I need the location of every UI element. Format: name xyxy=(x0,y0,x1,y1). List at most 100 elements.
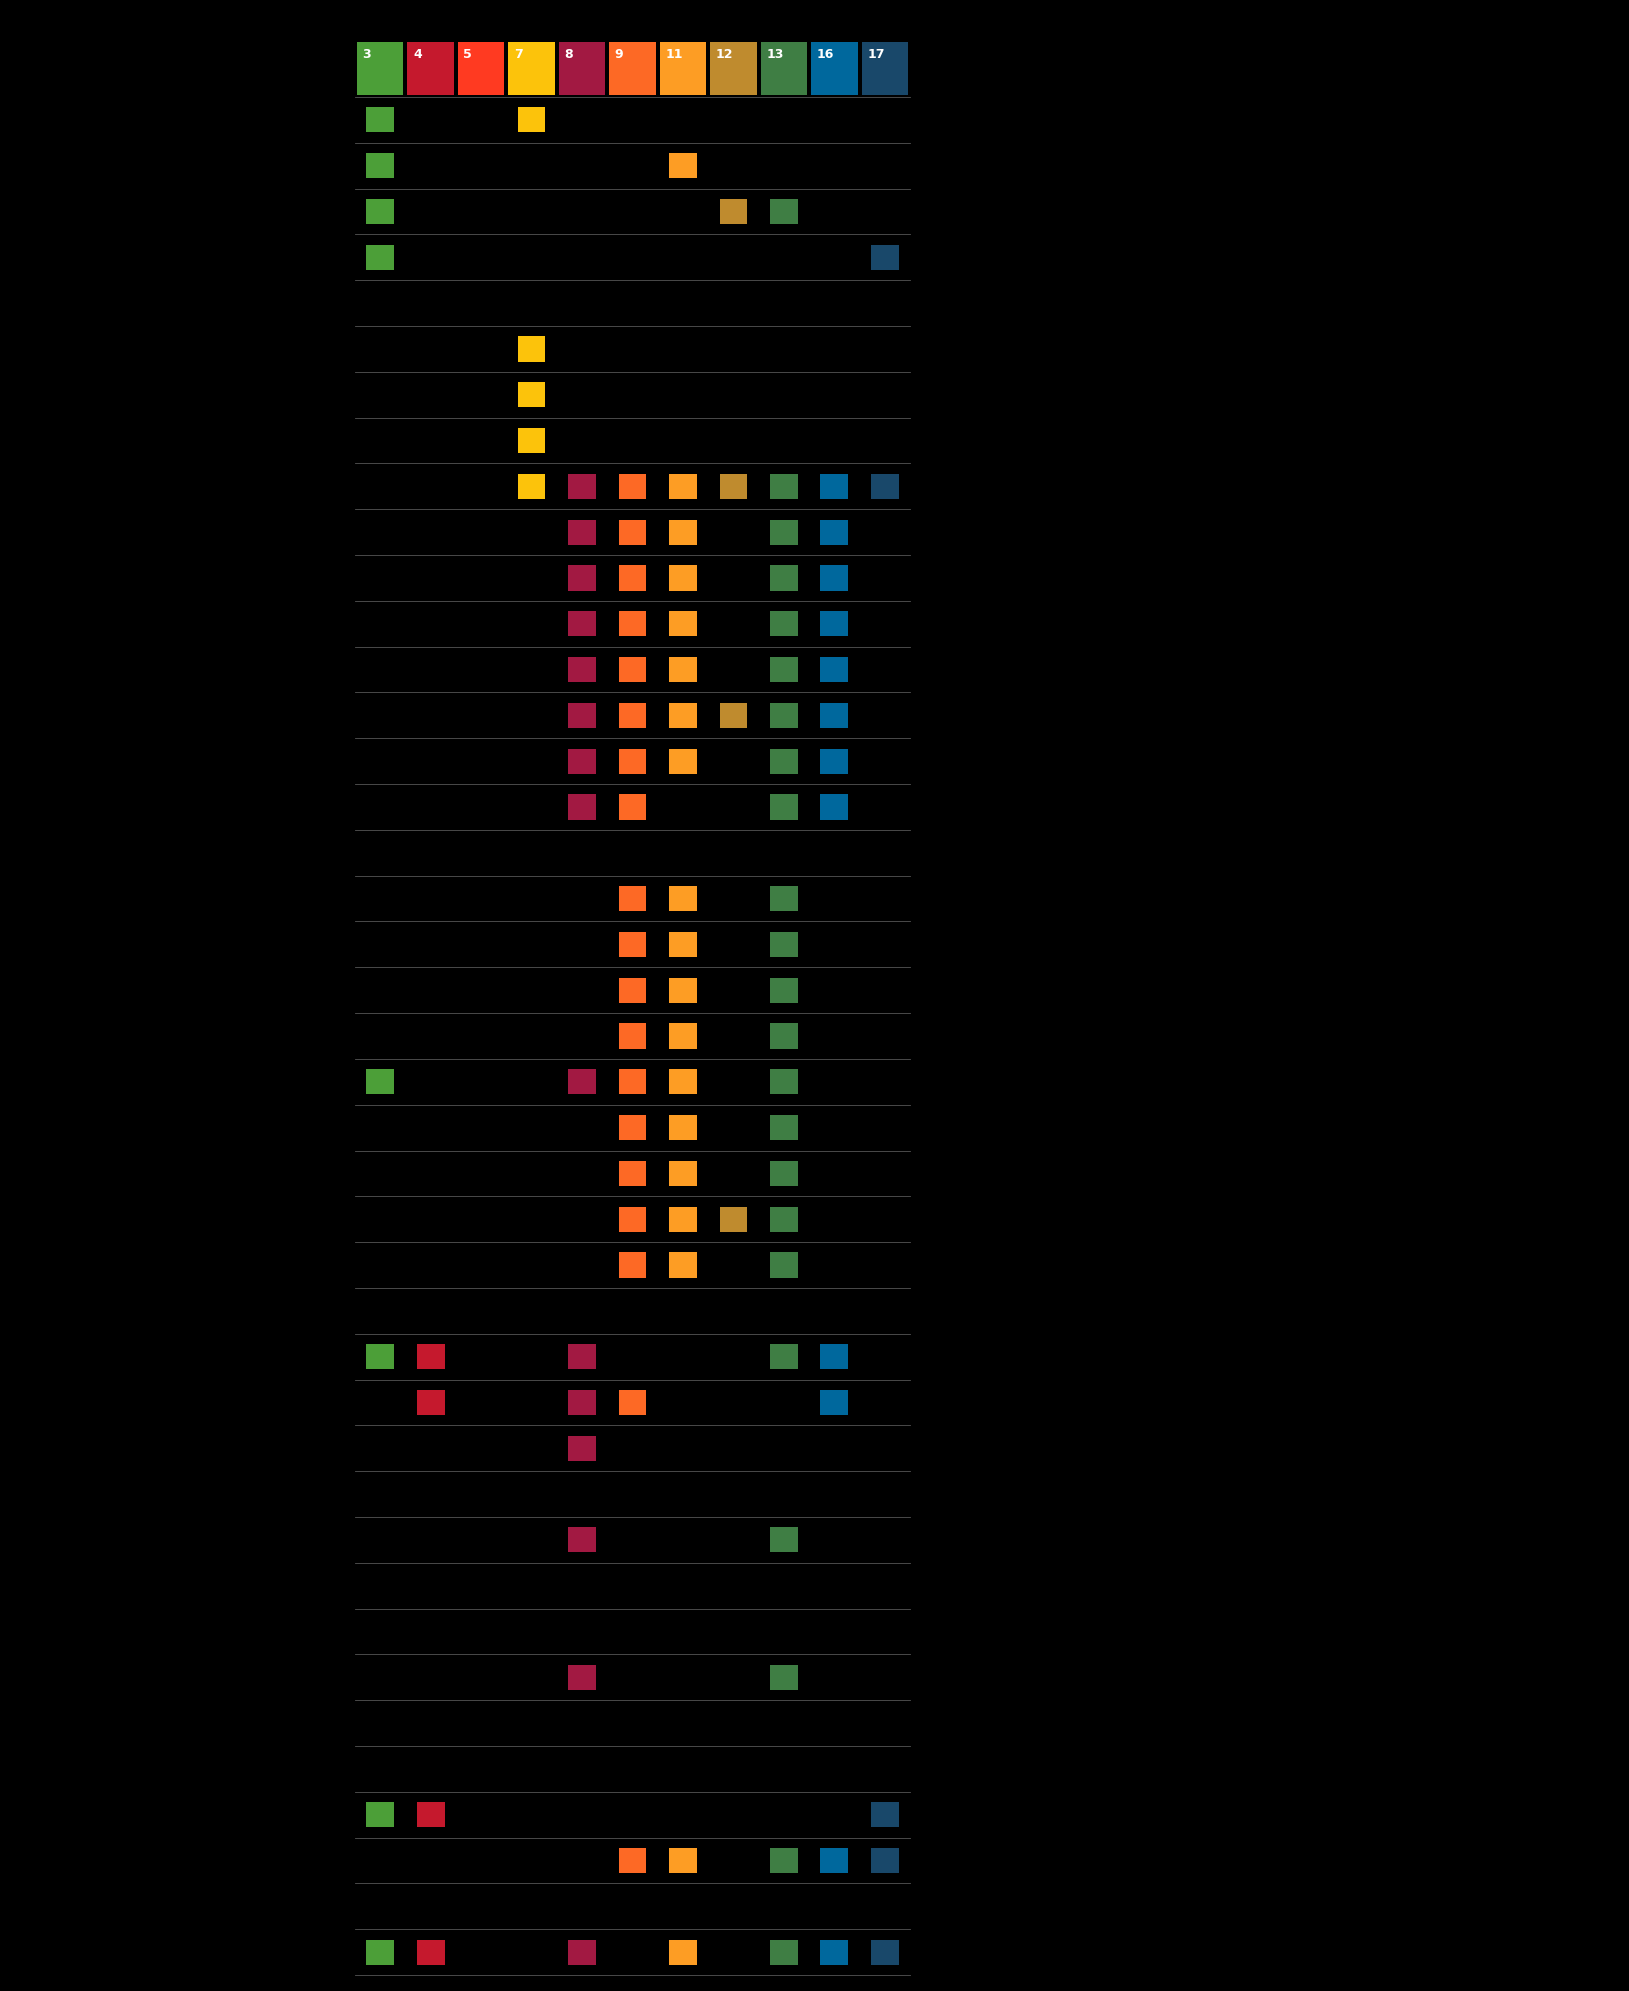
Text: 9: 9 xyxy=(614,48,624,62)
FancyBboxPatch shape xyxy=(619,565,647,591)
FancyBboxPatch shape xyxy=(670,978,697,1003)
FancyBboxPatch shape xyxy=(569,1436,596,1461)
FancyBboxPatch shape xyxy=(771,565,798,591)
FancyBboxPatch shape xyxy=(569,474,596,500)
FancyBboxPatch shape xyxy=(569,657,596,683)
FancyBboxPatch shape xyxy=(619,886,647,912)
FancyBboxPatch shape xyxy=(771,749,798,774)
FancyBboxPatch shape xyxy=(821,1344,849,1370)
FancyBboxPatch shape xyxy=(619,1252,647,1278)
Text: 3: 3 xyxy=(363,48,371,62)
FancyBboxPatch shape xyxy=(670,1161,697,1187)
FancyBboxPatch shape xyxy=(670,703,697,729)
FancyBboxPatch shape xyxy=(670,886,697,912)
FancyBboxPatch shape xyxy=(619,932,647,958)
FancyBboxPatch shape xyxy=(518,474,546,500)
FancyBboxPatch shape xyxy=(508,42,555,96)
FancyBboxPatch shape xyxy=(710,42,756,96)
FancyBboxPatch shape xyxy=(761,42,806,96)
FancyBboxPatch shape xyxy=(619,794,647,820)
FancyBboxPatch shape xyxy=(821,1848,849,1874)
FancyBboxPatch shape xyxy=(670,474,697,500)
Text: 7: 7 xyxy=(513,48,523,62)
FancyBboxPatch shape xyxy=(569,1664,596,1690)
FancyBboxPatch shape xyxy=(458,42,505,96)
FancyBboxPatch shape xyxy=(569,1390,596,1416)
FancyBboxPatch shape xyxy=(619,1390,647,1416)
FancyBboxPatch shape xyxy=(569,749,596,774)
FancyBboxPatch shape xyxy=(670,1848,697,1874)
FancyBboxPatch shape xyxy=(771,1664,798,1690)
FancyBboxPatch shape xyxy=(771,1252,798,1278)
FancyBboxPatch shape xyxy=(670,1069,697,1095)
FancyBboxPatch shape xyxy=(619,1161,647,1187)
FancyBboxPatch shape xyxy=(609,42,656,96)
FancyBboxPatch shape xyxy=(771,1207,798,1232)
FancyBboxPatch shape xyxy=(619,657,647,683)
FancyBboxPatch shape xyxy=(417,1939,445,1965)
FancyBboxPatch shape xyxy=(619,1023,647,1049)
FancyBboxPatch shape xyxy=(367,245,394,271)
FancyBboxPatch shape xyxy=(569,1069,596,1095)
FancyBboxPatch shape xyxy=(771,611,798,637)
FancyBboxPatch shape xyxy=(720,474,748,500)
FancyBboxPatch shape xyxy=(771,932,798,958)
FancyBboxPatch shape xyxy=(720,703,748,729)
FancyBboxPatch shape xyxy=(771,1161,798,1187)
FancyBboxPatch shape xyxy=(417,1390,445,1416)
Text: 16: 16 xyxy=(816,48,834,62)
Text: 4: 4 xyxy=(414,48,422,62)
FancyBboxPatch shape xyxy=(619,1069,647,1095)
FancyBboxPatch shape xyxy=(670,1023,697,1049)
FancyBboxPatch shape xyxy=(821,794,849,820)
FancyBboxPatch shape xyxy=(559,42,606,96)
FancyBboxPatch shape xyxy=(619,978,647,1003)
FancyBboxPatch shape xyxy=(771,978,798,1003)
FancyBboxPatch shape xyxy=(821,703,849,729)
FancyBboxPatch shape xyxy=(720,1207,748,1232)
FancyBboxPatch shape xyxy=(771,886,798,912)
FancyBboxPatch shape xyxy=(407,42,454,96)
FancyBboxPatch shape xyxy=(771,794,798,820)
FancyBboxPatch shape xyxy=(367,199,394,225)
FancyBboxPatch shape xyxy=(670,611,697,637)
FancyBboxPatch shape xyxy=(569,1344,596,1370)
FancyBboxPatch shape xyxy=(569,565,596,591)
FancyBboxPatch shape xyxy=(660,42,707,96)
FancyBboxPatch shape xyxy=(367,108,394,133)
FancyBboxPatch shape xyxy=(872,245,899,271)
FancyBboxPatch shape xyxy=(417,1802,445,1828)
FancyBboxPatch shape xyxy=(670,153,697,179)
FancyBboxPatch shape xyxy=(367,1939,394,1965)
FancyBboxPatch shape xyxy=(569,703,596,729)
FancyBboxPatch shape xyxy=(821,749,849,774)
FancyBboxPatch shape xyxy=(619,611,647,637)
FancyBboxPatch shape xyxy=(771,199,798,225)
FancyBboxPatch shape xyxy=(670,565,697,591)
FancyBboxPatch shape xyxy=(367,1802,394,1828)
FancyBboxPatch shape xyxy=(367,1344,394,1370)
FancyBboxPatch shape xyxy=(569,611,596,637)
FancyBboxPatch shape xyxy=(619,474,647,500)
FancyBboxPatch shape xyxy=(720,199,748,225)
FancyBboxPatch shape xyxy=(771,1527,798,1553)
FancyBboxPatch shape xyxy=(670,1115,697,1141)
FancyBboxPatch shape xyxy=(619,520,647,546)
FancyBboxPatch shape xyxy=(821,474,849,500)
FancyBboxPatch shape xyxy=(670,1939,697,1965)
FancyBboxPatch shape xyxy=(821,1939,849,1965)
FancyBboxPatch shape xyxy=(518,428,546,454)
FancyBboxPatch shape xyxy=(417,1344,445,1370)
FancyBboxPatch shape xyxy=(872,1939,899,1965)
FancyBboxPatch shape xyxy=(771,703,798,729)
FancyBboxPatch shape xyxy=(811,42,857,96)
Text: 17: 17 xyxy=(867,48,885,62)
FancyBboxPatch shape xyxy=(670,749,697,774)
FancyBboxPatch shape xyxy=(821,520,849,546)
FancyBboxPatch shape xyxy=(357,42,404,96)
FancyBboxPatch shape xyxy=(367,153,394,179)
Text: 12: 12 xyxy=(715,48,733,62)
FancyBboxPatch shape xyxy=(619,703,647,729)
FancyBboxPatch shape xyxy=(771,1848,798,1874)
FancyBboxPatch shape xyxy=(670,1252,697,1278)
